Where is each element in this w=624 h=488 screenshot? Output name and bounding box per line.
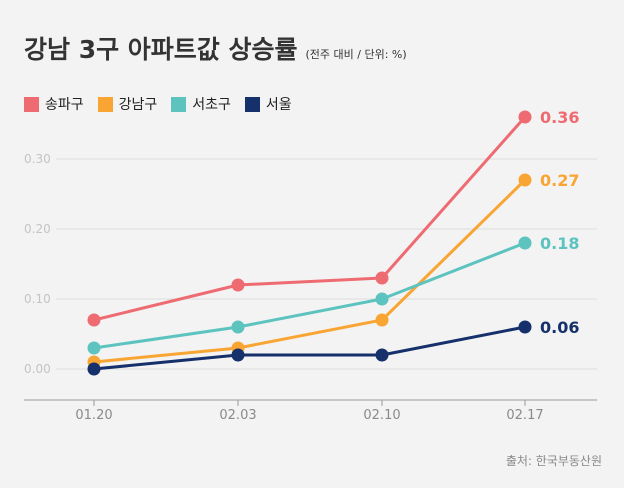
data-point: [231, 348, 245, 362]
chart-legend: 송파구 강남구 서초구 서울: [24, 94, 292, 114]
legend-item-seoul: 서울: [244, 94, 292, 114]
chart-subtitle: (전주 대비 / 단위: %): [305, 48, 407, 61]
legend-label: 송파구: [45, 97, 84, 113]
legend-label: 서울: [265, 97, 292, 113]
legend-swatch: [244, 96, 260, 112]
legend-swatch: [97, 96, 113, 112]
data-label: 0.06: [540, 318, 579, 337]
data-point: [231, 278, 245, 292]
data-point: [87, 341, 101, 355]
x-tick-label: 02.17: [506, 408, 543, 423]
series-line: [93, 178, 527, 364]
legend-label: 서초구: [192, 97, 231, 113]
data-point: [518, 110, 532, 124]
data-label: 0.18: [540, 234, 579, 253]
chart-title-text: 강남 3구 아파트값 상승률: [24, 35, 298, 64]
data-label: 0.36: [540, 108, 579, 127]
data-point: [231, 320, 245, 334]
data-point: [87, 362, 101, 376]
data-point: [518, 236, 532, 250]
y-tick-label: 0.20: [24, 222, 51, 236]
series-line: [93, 116, 527, 322]
x-tick-label: 01.20: [75, 408, 112, 423]
x-tick-label: 02.03: [219, 408, 256, 423]
legend-swatch: [24, 96, 39, 112]
data-point: [375, 313, 389, 327]
data-label: 0.27: [540, 171, 579, 190]
series-line: [93, 241, 526, 350]
data-point: [375, 292, 389, 306]
data-point: [518, 173, 532, 187]
y-tick-label: 0.30: [24, 152, 51, 166]
y-tick-label: 0.00: [24, 362, 51, 376]
x-tick-label: 02.10: [363, 408, 400, 423]
legend-item-gangnam: 강남구: [97, 94, 158, 114]
source-note: 출처: 한국부동산원: [505, 454, 602, 468]
legend-item-songpa: 송파구: [24, 94, 84, 114]
series-line: [93, 325, 526, 371]
legend-item-seocho: 서초구: [171, 94, 231, 114]
data-point: [375, 271, 389, 285]
legend-swatch: [171, 96, 187, 112]
data-point: [518, 320, 532, 334]
data-point: [375, 348, 389, 362]
chart-title: 강남 3구 아파트값 상승률 (전주 대비 / 단위: %): [24, 30, 407, 66]
y-tick-label: 0.10: [24, 292, 51, 306]
legend-label: 강남구: [118, 97, 158, 113]
data-point: [87, 313, 101, 327]
